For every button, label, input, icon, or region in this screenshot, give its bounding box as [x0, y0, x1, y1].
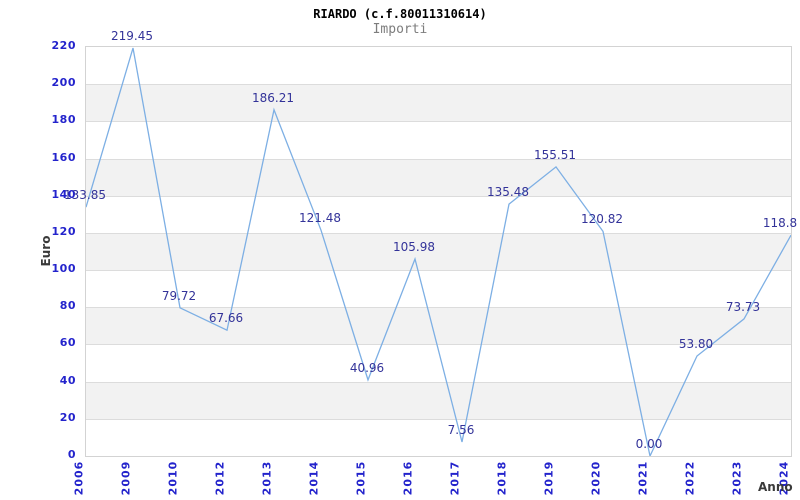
- data-label: 53.80: [678, 336, 714, 351]
- y-axis-title: Euro: [39, 235, 53, 267]
- gridline: [86, 158, 791, 160]
- x-tick-label: 2010: [166, 460, 180, 496]
- data-label: 120.82: [581, 212, 623, 227]
- x-tick-label: 2017: [448, 460, 462, 496]
- y-tick-label: 140: [51, 187, 76, 201]
- gridline: [86, 307, 791, 309]
- y-tick-label: 220: [51, 39, 76, 52]
- y-tick-label: 200: [51, 76, 76, 90]
- data-label: 135.48: [487, 185, 529, 200]
- background-band: [86, 232, 791, 271]
- background-band: [86, 158, 791, 196]
- x-tick-label: 2016: [401, 460, 415, 496]
- gridline: [86, 84, 791, 86]
- data-label: 186.21: [252, 90, 294, 105]
- background-band: [86, 381, 791, 419]
- data-label: 105.98: [393, 239, 435, 254]
- y-tick-label: 180: [51, 113, 76, 127]
- gridline: [86, 270, 791, 272]
- data-label: 219.45: [111, 29, 153, 44]
- x-tick-label: 2021: [636, 460, 650, 496]
- y-tick-label: 0: [67, 448, 76, 461]
- y-tick-label: 20: [59, 410, 76, 424]
- gridline: [86, 232, 791, 234]
- y-tick-label: 40: [59, 373, 76, 387]
- x-tick-label: 2015: [354, 460, 368, 496]
- x-tick-label: 2018: [495, 460, 509, 496]
- y-tick-label: 160: [51, 150, 76, 164]
- data-label: 133.85: [64, 188, 106, 203]
- data-label: 118.8: [762, 216, 798, 231]
- data-label: 7.56: [447, 422, 475, 437]
- data-label: 121.48: [299, 211, 341, 226]
- x-tick-label: 2022: [683, 460, 697, 496]
- data-label: 155.51: [534, 147, 576, 162]
- background-band: [86, 307, 791, 345]
- y-tick-label: 120: [51, 224, 76, 238]
- y-tick-label: 60: [59, 336, 76, 350]
- gridline: [86, 418, 791, 420]
- x-axis-title: Anno: [758, 480, 793, 494]
- y-tick-label: 80: [59, 299, 76, 313]
- x-tick-label: 2019: [542, 460, 556, 496]
- gridline: [86, 195, 791, 197]
- chart-subtitle: Importi: [372, 22, 428, 37]
- gridline: [86, 344, 791, 346]
- x-tick-label: 2023: [730, 460, 744, 496]
- gridline: [86, 121, 791, 123]
- data-label: 40.96: [349, 360, 385, 375]
- plot-area: [85, 46, 792, 457]
- data-label: 73.73: [725, 299, 761, 314]
- x-tick-label: 2014: [307, 460, 321, 496]
- data-label: 0.00: [635, 437, 663, 451]
- x-tick-label: 2006: [72, 460, 86, 496]
- background-band: [86, 84, 791, 122]
- y-tick-label: 100: [51, 262, 76, 276]
- x-tick-label: 2020: [589, 460, 603, 496]
- x-tick-label: 2009: [119, 460, 133, 496]
- data-label: 79.72: [161, 288, 197, 303]
- gridline: [86, 381, 791, 383]
- chart-title: RIARDO (c.f.80011310614): [313, 7, 487, 21]
- data-label: 67.66: [208, 311, 244, 326]
- x-tick-label: 2012: [213, 460, 227, 496]
- x-tick-label: 2013: [260, 460, 274, 496]
- line-series: [86, 47, 791, 456]
